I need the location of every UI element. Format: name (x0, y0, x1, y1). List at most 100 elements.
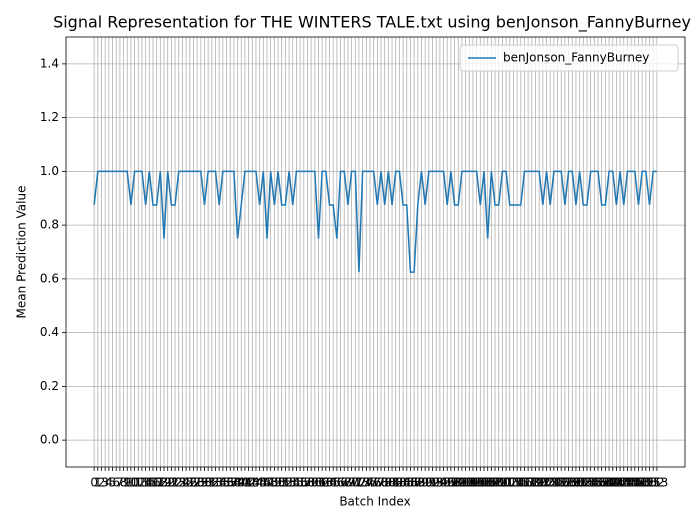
x-tick-label: 9 (123, 476, 131, 490)
x-tick-label: 42 (241, 476, 256, 490)
x-tick-label: 113 (498, 476, 521, 490)
x-tick-label: 114 (502, 476, 525, 490)
x-tick-label: 90 (418, 476, 433, 490)
x-tick-label: 29 (193, 476, 208, 490)
x-tick-label: 54 (285, 476, 300, 490)
x-tick-label: 79 (377, 476, 392, 490)
x-tick-label: 103 (462, 476, 485, 490)
x-tick-label: 11 (127, 476, 142, 490)
x-tick-label: 99 (451, 476, 466, 490)
x-tick-label: 2 (98, 476, 106, 490)
y-tick-label: 0.2 (40, 379, 59, 393)
x-tick-label: 131 (564, 476, 587, 490)
x-tick-label: 41 (237, 476, 252, 490)
x-tick-label: 13 (134, 476, 149, 490)
x-tick-label: 92 (425, 476, 440, 490)
x-tick-label: 14 (138, 476, 153, 490)
x-tick-label: 64 (322, 476, 337, 490)
x-tick-label: 95 (436, 476, 451, 490)
x-tick-label: 18 (153, 476, 168, 490)
x-tick-label: 94 (432, 476, 447, 490)
y-tick-label: 1.0 (40, 164, 59, 178)
x-tick-label: 51 (274, 476, 289, 490)
x-tick-label: 129 (557, 476, 580, 490)
legend-box (459, 44, 679, 72)
x-tick-label: 50 (270, 476, 285, 490)
x-tick-label: 16 (145, 476, 160, 490)
x-tick-label: 109 (484, 476, 507, 490)
x-tick-label: 32 (204, 476, 219, 490)
x-tick-label: 128 (553, 476, 576, 490)
x-tick-label: 49 (267, 476, 282, 490)
x-tick-label: 4 (105, 476, 113, 490)
x-tick-label: 145 (616, 476, 639, 490)
x-tick-label: 37 (223, 476, 238, 490)
x-tick-label: 142 (605, 476, 628, 490)
x-tick-label: 110 (487, 476, 510, 490)
x-axis-label: Batch Index (339, 495, 410, 509)
x-tick-label: 77 (370, 476, 385, 490)
x-tick-label: 38 (226, 476, 241, 490)
x-tick-label: 74 (359, 476, 374, 490)
x-tick-label: 22 (167, 476, 182, 490)
x-tick-label: 85 (399, 476, 414, 490)
y-tick-label: 1.2 (40, 110, 59, 124)
x-tick-label: 53 (281, 476, 296, 490)
x-tick-label: 134 (576, 476, 599, 490)
x-tick-label: 149 (631, 476, 654, 490)
x-tick-label: 23 (171, 476, 186, 490)
x-tick-label: 116 (509, 476, 532, 490)
x-tick-label: 150 (634, 476, 657, 490)
x-tick-label: 0 (90, 476, 98, 490)
y-tick-label: 0.8 (40, 218, 59, 232)
y-tick-label: 0.6 (40, 271, 59, 285)
x-tick-label: 57 (296, 476, 311, 490)
x-tick-label: 5 (109, 476, 117, 490)
y-tick-label: 0.4 (40, 325, 59, 339)
x-tick-label: 144 (612, 476, 635, 490)
x-tick-label: 151 (638, 476, 661, 490)
x-tick-label: 59 (303, 476, 318, 490)
x-tick-label: 3 (101, 476, 109, 490)
x-tick-label: 98 (447, 476, 462, 490)
x-tick-label: 31 (201, 476, 216, 490)
x-tick-label: 143 (609, 476, 632, 490)
x-tick-label: 39 (230, 476, 245, 490)
x-tick-label: 44 (248, 476, 263, 490)
x-tick-label: 56 (292, 476, 307, 490)
x-tick-label: 89 (414, 476, 429, 490)
x-tick-label: 72 (351, 476, 366, 490)
x-tick-label: 87 (406, 476, 421, 490)
x-tick-label: 97 (443, 476, 458, 490)
x-tick-label: 86 (403, 476, 418, 490)
x-tick-label: 135 (579, 476, 602, 490)
x-tick-label: 26 (182, 476, 197, 490)
x-tick-label: 120 (524, 476, 547, 490)
x-tick-label: 125 (542, 476, 565, 490)
x-tick-label: 82 (388, 476, 403, 490)
x-tick-label: 62 (315, 476, 330, 490)
chart-title: Signal Representation for THE WINTERS TA… (53, 13, 691, 33)
x-tick-label: 40 (234, 476, 249, 490)
x-tick-label: 107 (476, 476, 499, 490)
x-tick-label: 148 (627, 476, 650, 490)
x-tick-label: 80 (381, 476, 396, 490)
x-tick-label: 69 (340, 476, 355, 490)
x-tick-label: 58 (300, 476, 315, 490)
x-tick-label: 81 (384, 476, 399, 490)
x-tick-label: 15 (142, 476, 157, 490)
x-tick-label: 10 (123, 476, 138, 490)
x-tick-label: 132 (568, 476, 591, 490)
x-tick-label: 36 (219, 476, 234, 490)
x-tick-label: 146 (620, 476, 643, 490)
x-tick-label: 63 (318, 476, 333, 490)
x-tick-label: 133 (572, 476, 595, 490)
x-tick-label: 115 (506, 476, 529, 490)
y-axis-label: Mean Prediction Value (15, 186, 29, 319)
x-tick-label: 1 (94, 476, 102, 490)
x-tick-label: 33 (208, 476, 223, 490)
x-tick-label: 123 (535, 476, 558, 490)
x-tick-label: 101 (454, 476, 477, 490)
x-tick-label: 138 (590, 476, 613, 490)
